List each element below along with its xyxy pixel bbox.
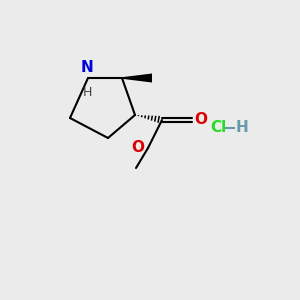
- Text: O: O: [194, 112, 208, 127]
- Text: O: O: [131, 140, 145, 154]
- Text: N: N: [81, 60, 93, 75]
- Text: Cl: Cl: [210, 121, 226, 136]
- Polygon shape: [122, 74, 152, 82]
- Text: H: H: [236, 121, 249, 136]
- Text: H: H: [82, 86, 92, 99]
